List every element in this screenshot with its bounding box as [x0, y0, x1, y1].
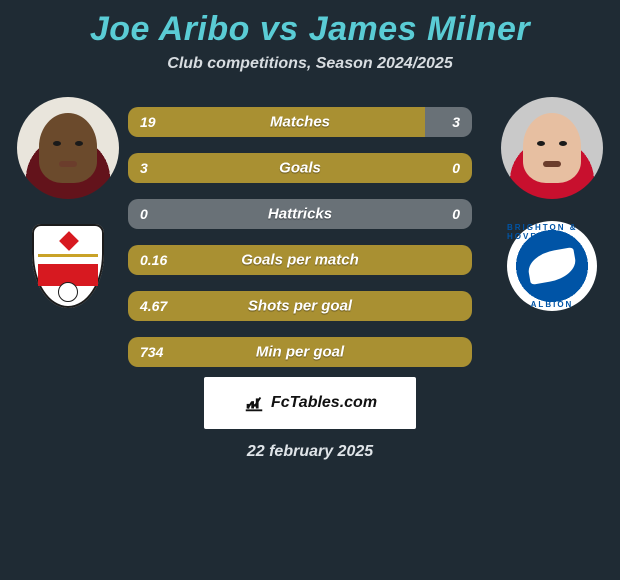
club-right-ring-top: BRIGHTON & HOVE [507, 223, 597, 241]
club-right-badge: BRIGHTON & HOVE ALBION [507, 221, 597, 311]
content-row: Matches 19 3 Goals 3 0 Hattricks 0 0 Goals per ma… [8, 91, 612, 367]
club-left-badge [23, 221, 113, 311]
chart-icon [243, 392, 265, 414]
stat-bar-spg: Shots per goal 4.67 [128, 291, 472, 321]
player-left-name: Joe Aribo [90, 10, 250, 48]
stat-label: Goals [279, 160, 321, 177]
stat-value-left: 0.16 [140, 252, 167, 268]
stat-value-right: 0 [452, 206, 460, 222]
stat-bar-gpm: Goals per match 0.16 [128, 245, 472, 275]
comparison-card: Joe Aribo vs James Milner Club competiti… [0, 0, 620, 461]
brighton-crest-icon: BRIGHTON & HOVE ALBION [507, 221, 597, 311]
stat-value-left: 4.67 [140, 298, 167, 314]
stat-value-left: 0 [140, 206, 148, 222]
player-right-name: James Milner [309, 10, 530, 48]
stat-value-right: 0 [452, 160, 460, 176]
stat-label: Goals per match [241, 252, 359, 269]
player-right-face-icon [523, 113, 581, 183]
vs-text: vs [260, 10, 299, 48]
subtitle: Club competitions, Season 2024/2025 [167, 55, 452, 73]
stat-bar-goals: Goals 3 0 [128, 153, 472, 183]
stat-label: Shots per goal [248, 298, 352, 315]
stats-bars: Matches 19 3 Goals 3 0 Hattricks 0 0 Goals per ma… [128, 91, 492, 367]
player-left-face-icon [39, 113, 97, 183]
left-column [8, 91, 128, 311]
stat-value-left: 3 [140, 160, 148, 176]
right-column: BRIGHTON & HOVE ALBION [492, 91, 612, 311]
stat-value-left: 19 [140, 114, 156, 130]
stat-bar-mpg: Min per goal 734 [128, 337, 472, 367]
stat-value-left: 734 [140, 344, 163, 360]
stat-label: Min per goal [256, 344, 344, 361]
branding-badge: FcTables.com [204, 377, 416, 429]
southampton-crest-icon [32, 224, 104, 308]
club-right-ring-bottom: ALBION [531, 300, 574, 309]
date-text: 22 february 2025 [247, 443, 373, 461]
stat-label: Matches [270, 114, 330, 131]
branding-text: FcTables.com [271, 394, 377, 412]
player-left-avatar [17, 97, 119, 199]
stat-label: Hattricks [268, 206, 332, 223]
stat-seg-right [425, 107, 472, 137]
stat-bar-matches: Matches 19 3 [128, 107, 472, 137]
page-title: Joe Aribo vs James Milner [90, 10, 530, 49]
stat-value-right: 3 [452, 114, 460, 130]
stat-bar-hattricks: Hattricks 0 0 [128, 199, 472, 229]
player-right-avatar [501, 97, 603, 199]
